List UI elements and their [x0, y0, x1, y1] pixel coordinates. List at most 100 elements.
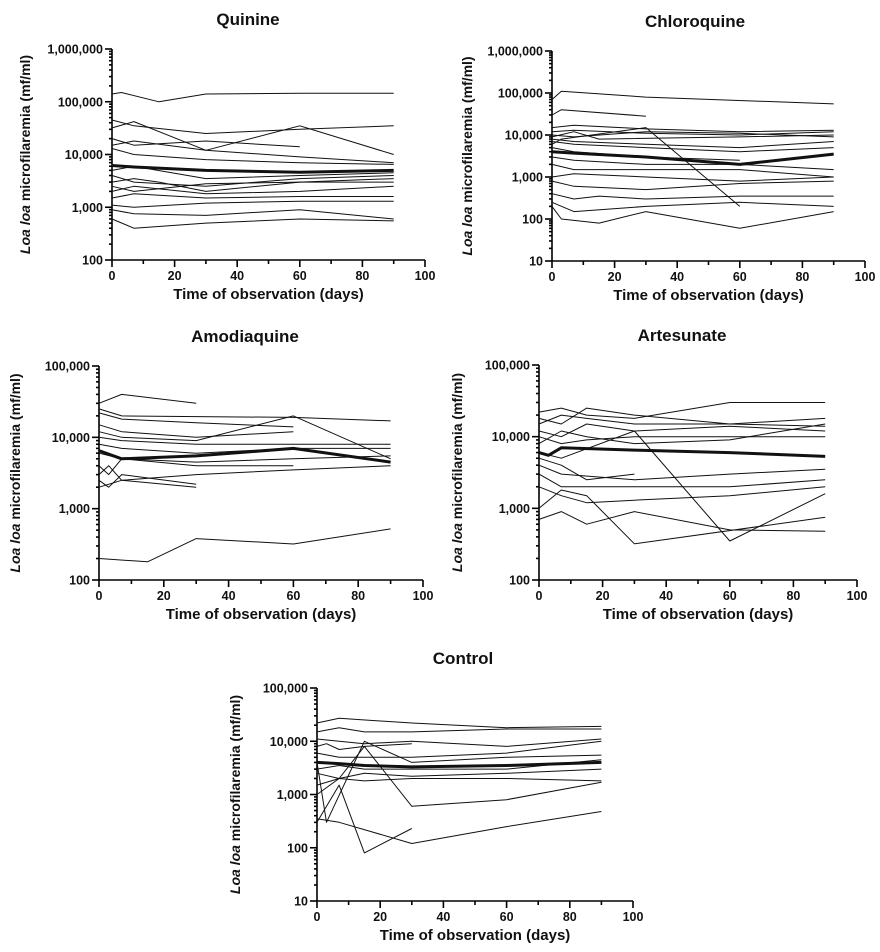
patient-series-line: [316, 743, 412, 750]
chart-title: Quinine: [216, 10, 279, 29]
y-axis-label-unit: microfilaremia (mf/ml): [17, 55, 33, 205]
y-tick-label: 100: [509, 574, 530, 588]
x-tick-label: 80: [786, 589, 800, 603]
patient-series-line: [111, 200, 394, 208]
y-tick-label: 1,000: [72, 201, 103, 215]
y-tick-label: 10,000: [270, 735, 308, 749]
x-tick-label: 20: [157, 589, 171, 603]
patient-series-line: [538, 486, 826, 504]
patient-series-line: [111, 181, 394, 192]
patient-series-line: [111, 185, 394, 195]
x-tick-label: 20: [168, 269, 182, 283]
x-tick-label: 80: [351, 589, 365, 603]
patient-series-line: [316, 745, 602, 807]
x-tick-label: 100: [847, 589, 868, 603]
patient-series-line: [98, 465, 197, 488]
x-tick-label: 40: [659, 589, 673, 603]
x-tick-label: 20: [608, 270, 622, 284]
patient-series-line: [316, 738, 602, 747]
x-tick-label: 60: [723, 589, 737, 603]
y-axis-label: Loa loa microfilaremia (mf/ml): [17, 55, 33, 254]
x-tick-label: 80: [355, 269, 369, 283]
patient-series-line: [316, 778, 602, 786]
patient-series-line: [538, 511, 826, 532]
patient-series-line: [551, 180, 834, 191]
patient-series-line: [538, 423, 826, 438]
y-tick-label: 1,000,000: [47, 43, 103, 57]
y-tick-label: 1,000: [59, 502, 90, 516]
patient-series-line: [551, 109, 646, 117]
y-axis-label: Loa loa microfilaremia (mf/ml): [7, 373, 23, 572]
patient-series-line: [551, 124, 834, 133]
x-tick-label: 60: [500, 910, 514, 924]
patient-series-line: [551, 201, 834, 213]
patient-series-line: [316, 717, 602, 729]
patient-series-line: [316, 740, 602, 823]
x-tick-label: 40: [230, 269, 244, 283]
x-tick-label: 40: [222, 589, 236, 603]
patient-series-line: [316, 740, 602, 758]
patient-series-line: [316, 784, 413, 854]
x-tick-label: 0: [536, 589, 543, 603]
chart-panel-chloroquine: Chloroquine 10 100 1,000 10,000 100,000 1,000,…: [459, 12, 875, 304]
x-tick-label: 100: [855, 270, 876, 284]
patient-series-line: [98, 474, 197, 488]
y-tick-label: 10,000: [505, 129, 543, 143]
x-tick-label: 60: [286, 589, 300, 603]
y-axis-label-species: Loa loa: [459, 206, 475, 255]
patient-series-line: [316, 768, 602, 779]
y-tick-label: 100: [82, 254, 103, 268]
y-axis-label-unit: microfilaremia (mf/ml): [7, 373, 23, 523]
y-tick-label: 100,000: [45, 360, 90, 374]
chart-title: Artesunate: [638, 326, 727, 345]
x-tick-label: 0: [549, 270, 556, 284]
y-tick-label: 10,000: [65, 148, 103, 162]
chart-title: Chloroquine: [645, 12, 745, 31]
patient-series-line: [98, 443, 391, 454]
x-tick-label: 80: [795, 270, 809, 284]
x-tick-label: 40: [670, 270, 684, 284]
patient-series-line: [538, 473, 826, 488]
patient-series-line: [538, 402, 826, 419]
patient-series-line: [551, 131, 834, 140]
patient-series-line: [551, 131, 834, 138]
x-axis-label: Time of observation (days): [166, 606, 357, 623]
x-tick-label: 0: [314, 910, 321, 924]
mean-series-line: [111, 164, 394, 174]
y-tick-label: 1,000: [512, 171, 543, 185]
x-axis-label: Time of observation (days): [380, 927, 571, 944]
chart-title: Amodiaquine: [191, 327, 299, 346]
x-tick-label: 60: [733, 270, 747, 284]
patient-series-line: [98, 458, 294, 476]
x-axis-label: Time of observation (days): [173, 286, 364, 303]
patient-series-line: [551, 206, 834, 229]
y-tick-label: 10: [294, 895, 308, 909]
patient-series-line: [111, 193, 394, 199]
patient-series-line: [551, 127, 741, 207]
x-tick-label: 80: [563, 910, 577, 924]
chart-panel-amodiaquine: Amodiaquine 100 1,000 10,000 100,000 0 20 40 60 8…: [7, 327, 433, 623]
patient-series-line: [111, 140, 394, 164]
y-tick-label: 100: [69, 574, 90, 588]
y-tick-label: 100: [287, 841, 308, 855]
x-tick-label: 0: [96, 589, 103, 603]
patient-series-line: [551, 138, 834, 149]
patient-series-line: [538, 489, 826, 545]
patient-series-line: [551, 156, 834, 171]
y-tick-label: 100,000: [498, 87, 543, 101]
patient-series-line: [538, 414, 826, 427]
patient-series-line: [111, 148, 394, 165]
patient-series-line: [98, 424, 294, 438]
patient-series-line: [111, 119, 394, 134]
y-axis-label-species: Loa loa: [449, 523, 465, 572]
mean-series-line: [538, 446, 826, 458]
y-axis-label-species: Loa loa: [7, 523, 23, 572]
x-tick-label: 100: [623, 910, 644, 924]
chart-panel-control: Control 10 100 1,000 10,000 100,000 0 20 40 60 80 1…: [227, 649, 643, 944]
patient-series-line: [551, 129, 834, 136]
y-tick-label: 100,000: [263, 682, 308, 696]
patient-series-line: [316, 727, 602, 733]
x-axis-label: Time of observation (days): [603, 606, 794, 623]
patient-series-line: [538, 436, 826, 445]
